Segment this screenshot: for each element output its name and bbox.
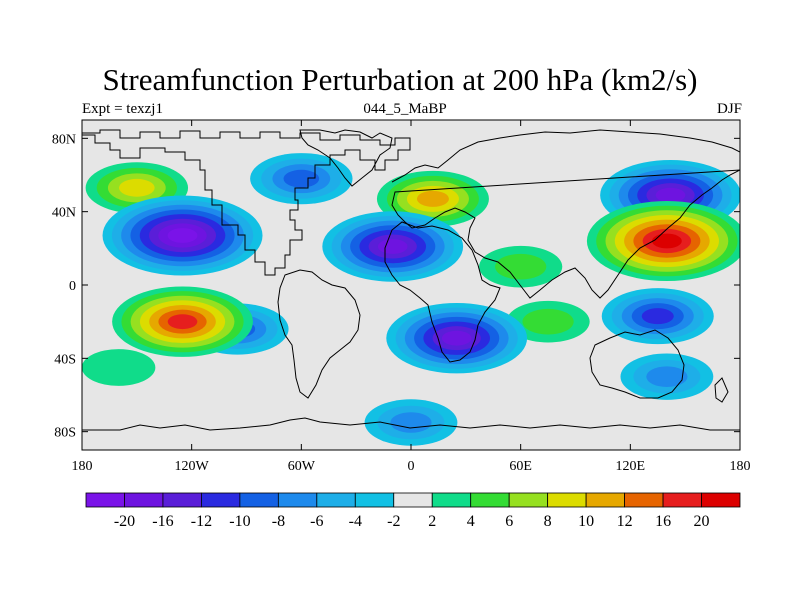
colorbar-label: 4 bbox=[467, 513, 475, 530]
lon-label: 60E bbox=[509, 459, 532, 474]
colorbar-label: -8 bbox=[272, 513, 285, 530]
lat-label: 80S bbox=[54, 426, 76, 441]
colorbar-label: 20 bbox=[694, 513, 710, 530]
lon-label: 60W bbox=[288, 459, 316, 474]
coastline-africa bbox=[384, 221, 501, 363]
colorbar-label: 12 bbox=[617, 513, 633, 530]
contour-band bbox=[416, 190, 449, 207]
contour-band bbox=[655, 187, 686, 203]
contour-band bbox=[119, 178, 155, 197]
season-label: DJF bbox=[716, 101, 742, 117]
colorbar-swatch bbox=[701, 492, 741, 508]
lon-label: 180 bbox=[730, 459, 751, 474]
anomaly-center bbox=[620, 353, 714, 400]
contour-field bbox=[82, 120, 740, 450]
lat-label: 40N bbox=[52, 206, 76, 221]
colorbar-swatch bbox=[470, 492, 510, 508]
colorbar: -20 -16 -12 -10 -8 -6 -4 -2 2 4 6 8 10 12 16 20 bbox=[85, 492, 741, 530]
colorbar-label: -10 bbox=[229, 513, 250, 530]
coastline-antarctica bbox=[82, 417, 740, 431]
lat-label: 0 bbox=[69, 279, 76, 294]
coastline-north-america bbox=[82, 129, 411, 276]
lon-label: 0 bbox=[408, 459, 415, 474]
colorbar-swatch bbox=[624, 492, 664, 508]
contour-band bbox=[167, 228, 198, 243]
colorbar-swatch bbox=[354, 492, 395, 508]
lon-label: 120E bbox=[616, 459, 646, 474]
colorbar-label: -16 bbox=[152, 513, 173, 530]
anomaly-center bbox=[82, 349, 156, 386]
colorbar-label: 16 bbox=[655, 513, 671, 530]
lon-label: 120W bbox=[175, 459, 210, 474]
colorbar-swatch bbox=[393, 492, 433, 508]
map-axes: 180 120W 60W 0 60E 120E 180 80N 40N 0 40S 80S bbox=[52, 120, 751, 474]
experiment-label: Expt = texzj1 bbox=[82, 101, 163, 117]
anomaly-center bbox=[386, 302, 528, 374]
coastline-new-zealand bbox=[714, 377, 729, 403]
colorbar-swatch bbox=[124, 492, 164, 508]
coastline-greenland bbox=[299, 129, 393, 187]
coastline-eurasia bbox=[391, 129, 740, 299]
colorbar-swatch bbox=[547, 492, 587, 508]
colorbar-label: 10 bbox=[578, 513, 594, 530]
lon-label: 180 bbox=[72, 459, 93, 474]
anomaly-center bbox=[364, 399, 458, 446]
colorbar-swatch bbox=[316, 492, 356, 508]
anomaly-center bbox=[506, 300, 590, 343]
contour-band bbox=[377, 239, 408, 254]
contour-band bbox=[283, 169, 320, 188]
colorbar-label: -2 bbox=[387, 513, 400, 530]
colorbar-swatch bbox=[85, 492, 125, 508]
colorbar-swatch bbox=[201, 492, 241, 508]
colorbar-label: 8 bbox=[544, 513, 552, 530]
contour-band bbox=[82, 349, 156, 386]
colorbar-label: -20 bbox=[114, 513, 135, 530]
anomaly-center bbox=[102, 195, 263, 276]
contour-band bbox=[651, 233, 682, 249]
plot-title: Streamfunction Perturbation at 200 hPa (… bbox=[102, 62, 698, 97]
anomaly-center bbox=[586, 201, 740, 281]
anomaly-center bbox=[601, 288, 714, 345]
contour-band bbox=[646, 366, 688, 387]
anomaly-center bbox=[322, 211, 464, 282]
colorbar-swatch bbox=[431, 492, 472, 508]
contour-band bbox=[641, 308, 674, 325]
contour-band bbox=[522, 308, 574, 335]
colorbar-swatch bbox=[162, 492, 202, 508]
anomaly-center bbox=[479, 245, 563, 288]
colorbar-label: 2 bbox=[428, 513, 436, 530]
contour-band bbox=[390, 412, 432, 433]
contour-band bbox=[167, 314, 198, 330]
contour-band bbox=[441, 330, 472, 346]
colorbar-swatch bbox=[508, 492, 549, 508]
colorbar-label: -6 bbox=[310, 513, 323, 530]
lat-label: 80N bbox=[52, 132, 76, 147]
contour-band bbox=[495, 253, 547, 280]
colorbar-label: -4 bbox=[349, 513, 362, 530]
coastline-south-america bbox=[277, 269, 361, 399]
colorbar-swatch bbox=[277, 492, 318, 508]
lat-label: 40S bbox=[54, 352, 76, 367]
case-label: 044_5_MaBP bbox=[363, 101, 447, 117]
colorbar-label: 6 bbox=[505, 513, 513, 530]
coastline-australia bbox=[589, 329, 685, 399]
anomaly-center bbox=[250, 153, 353, 205]
colorbar-swatch bbox=[662, 492, 702, 508]
colorbar-swatch bbox=[585, 492, 625, 508]
coastlines bbox=[82, 129, 740, 431]
colorbar-swatch bbox=[239, 492, 279, 508]
colorbar-label: -12 bbox=[191, 513, 212, 530]
anomaly-center bbox=[112, 286, 253, 357]
